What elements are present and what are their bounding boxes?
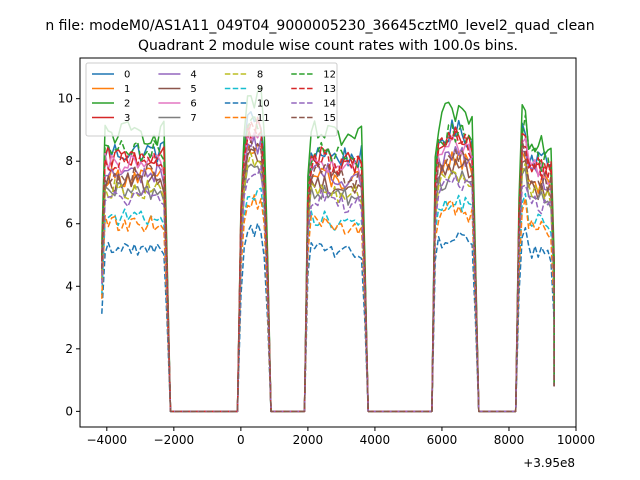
axis-layer: −4000 −2000 0 2000 4000 6000 8000 10000 0 2 4 6 8 10 [58,92,595,447]
y-tick-label: 0 [65,404,73,418]
legend-label-14: 14 [323,99,336,110]
series-line-15 [101,139,555,413]
legend-label-2: 2 [124,99,130,110]
chart-title: Quadrant 2 module wise count rates with … [138,38,518,54]
x-tick-label: 10000 [557,433,595,447]
x-tick-label: −2000 [154,433,195,447]
series-layer [101,86,555,413]
x-offset-label: +3.95e8 [523,456,575,470]
y-tick-label: 4 [65,279,73,293]
y-tick-label: 10 [58,92,73,106]
legend-label-4: 4 [190,70,196,81]
legend-label-9: 9 [257,84,263,95]
y-tick-label: 6 [65,217,73,231]
legend-box [85,62,338,137]
legend-label-11: 11 [257,113,270,124]
series-line-10 [101,222,555,413]
legend-label-6: 6 [190,99,196,110]
legend-label-15: 15 [323,113,336,124]
legend-label-12: 12 [323,70,336,81]
x-tick-label: −4000 [87,433,128,447]
chart-suptitle: n file: modeM0/AS1A11_049T04_9000005230_… [45,18,594,34]
x-tick-label: 6000 [427,433,458,447]
plot-frame [79,57,577,428]
x-tick-label: 8000 [494,433,525,447]
legend-label-5: 5 [190,84,196,95]
x-tick-label: 2000 [293,433,324,447]
y-tick-label: 8 [65,154,73,168]
legend-label-7: 7 [190,113,196,124]
y-tick-label: 2 [65,342,73,356]
legend-label-0: 0 [124,70,130,81]
x-tick-label: 0 [237,433,245,447]
legend-label-10: 10 [257,99,270,110]
legend-label-1: 1 [124,84,130,95]
legend-label-3: 3 [124,113,130,124]
series-line-14 [101,165,555,413]
legend-label-8: 8 [257,70,263,81]
legend-label-13: 13 [323,84,336,95]
x-tick-label: 4000 [360,433,391,447]
